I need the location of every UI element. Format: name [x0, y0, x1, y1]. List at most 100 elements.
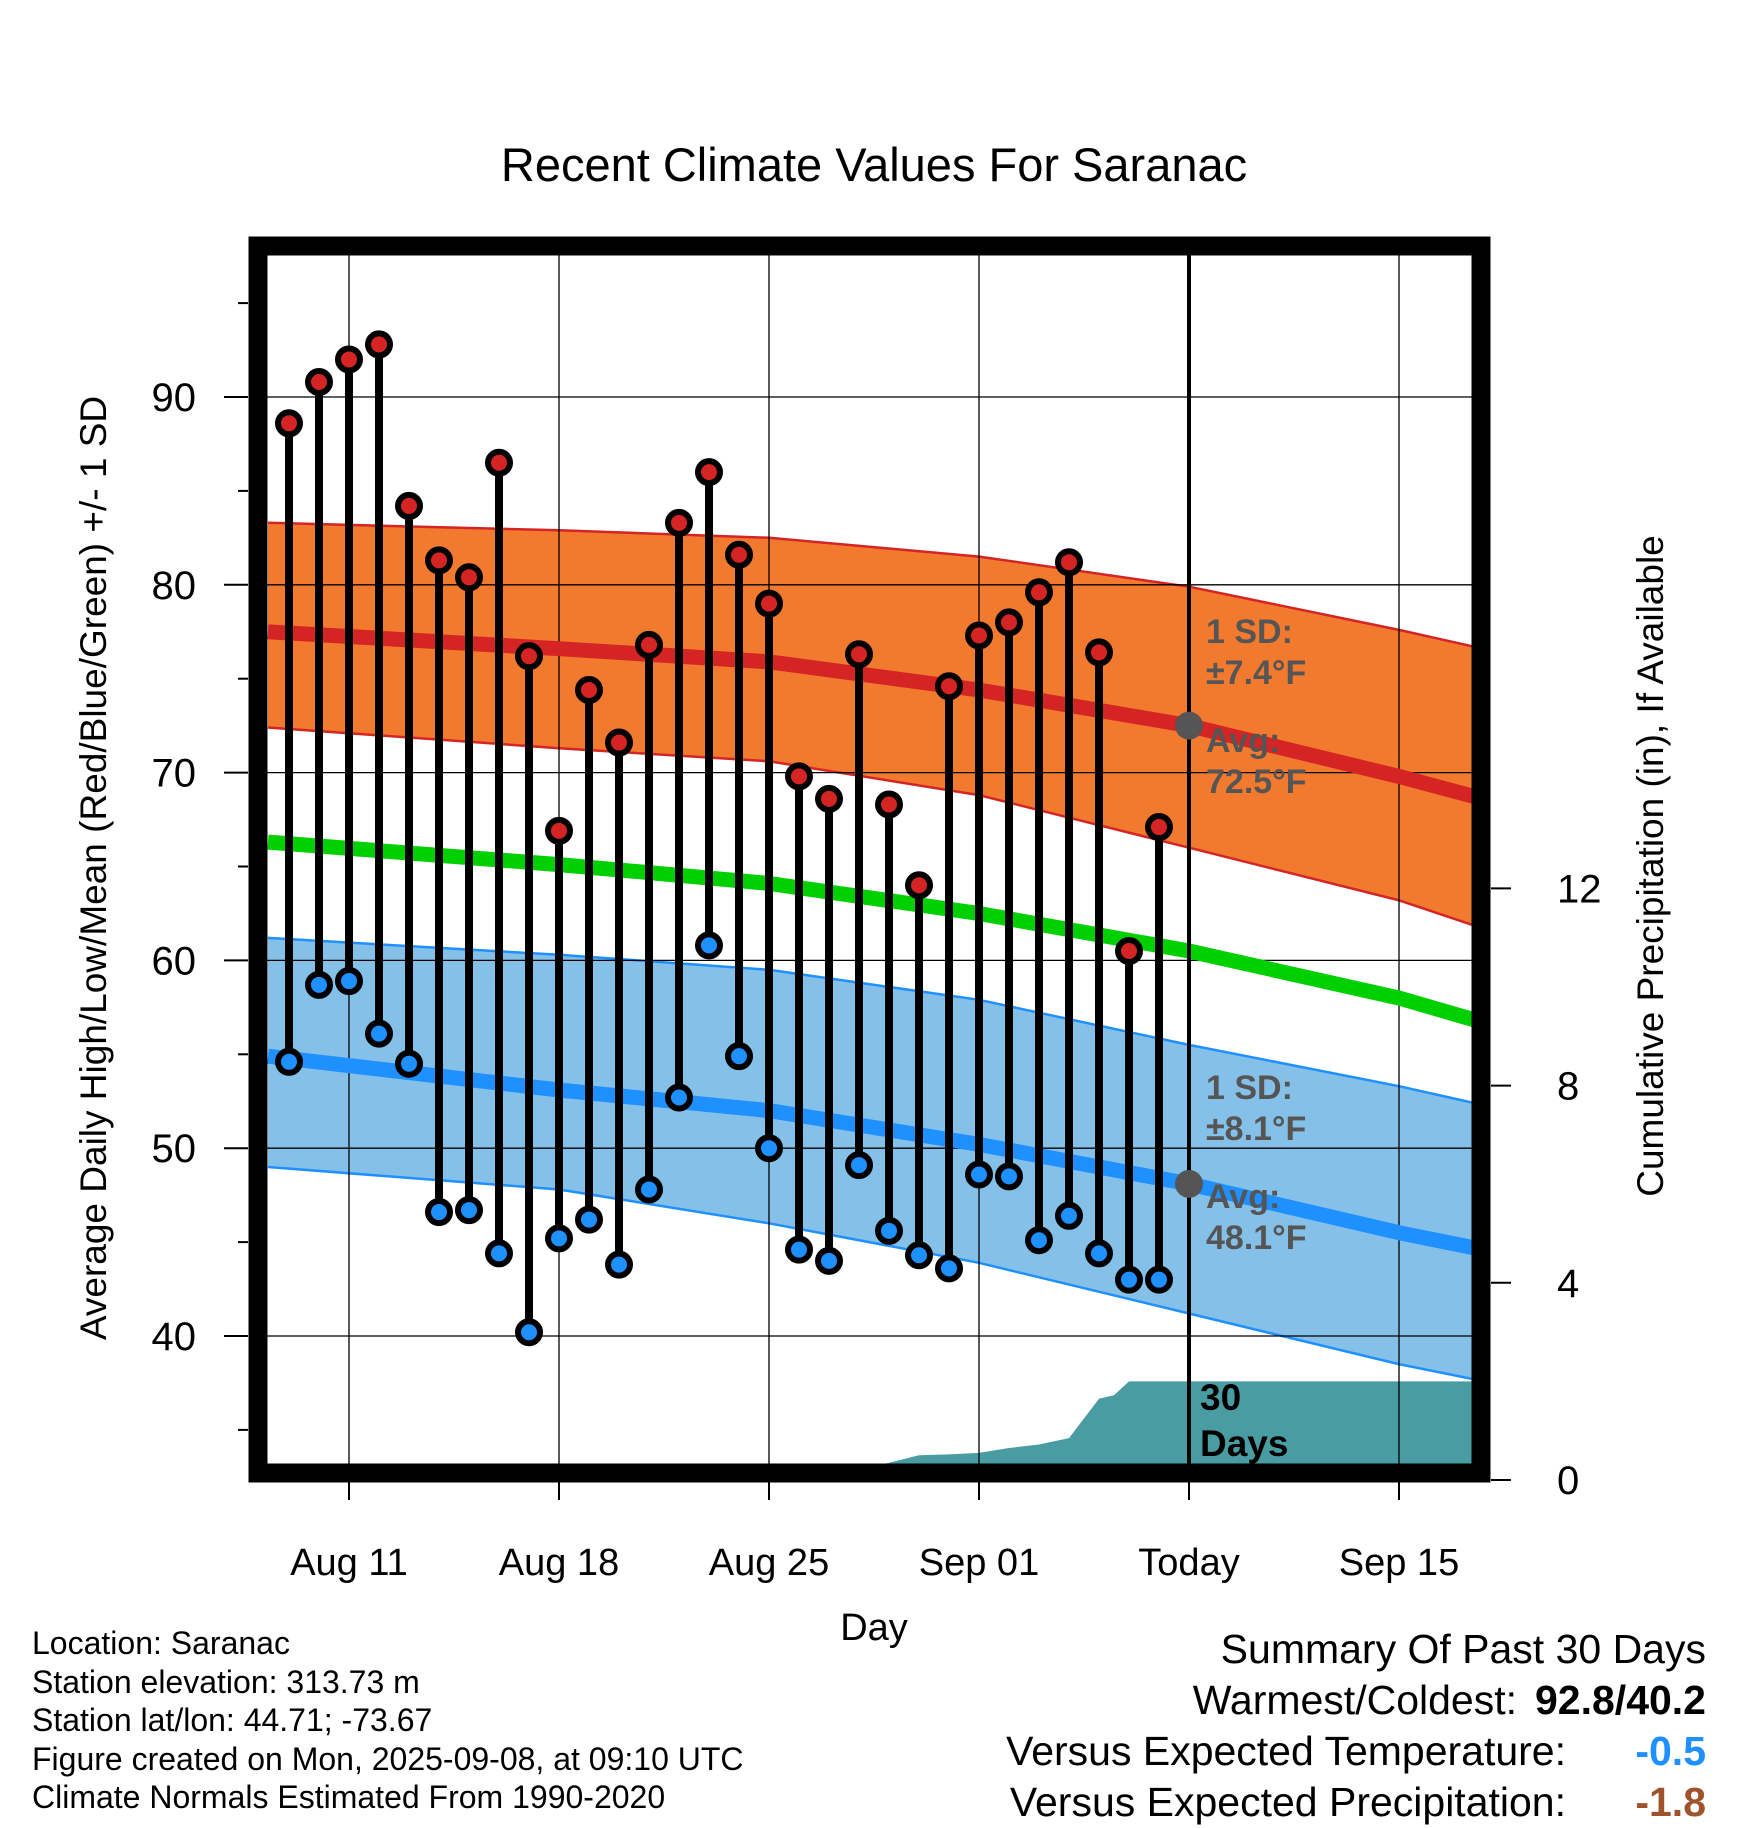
observed-low-point [1115, 1265, 1143, 1294]
observed-low-point [425, 1198, 453, 1227]
y-tick-label: 90 [152, 376, 197, 420]
observed-high-point [695, 458, 723, 487]
x-tick-label: Sep 15 [1339, 1542, 1459, 1584]
summary-title: Summary Of Past 30 Days [1220, 1626, 1706, 1672]
observed-low-point [1025, 1226, 1053, 1255]
observed-high-point [635, 630, 663, 659]
high-avg-label: Avg: [1206, 722, 1280, 760]
observed-low-point [515, 1318, 543, 1347]
observed-high-point [905, 871, 933, 900]
station-info: Location: Saranac Station elevation: 313… [32, 1624, 744, 1817]
precipitation-area [767, 1381, 1481, 1473]
temperature-anomaly-value: -0.5 [1635, 1728, 1706, 1774]
x-tick-label: Aug 25 [709, 1542, 829, 1584]
observed-high-point [785, 762, 813, 791]
observed-high-point [575, 675, 603, 704]
low-sd-label: 1 SD: [1206, 1069, 1293, 1107]
observed-high-point [935, 672, 963, 701]
plot-frame [248, 236, 1491, 1483]
observed-low-point [635, 1175, 663, 1204]
x-tick-label: Aug 18 [499, 1542, 619, 1584]
observed-high-point [815, 784, 843, 813]
observed-low-point [545, 1224, 573, 1253]
y2-tick-label: 8 [1557, 1065, 1579, 1109]
y-tick-label: 80 [152, 564, 197, 608]
y2-axis-label: Cumulative Precipitation (in), If Availa… [1630, 535, 1671, 1197]
x-tick-label: Aug 11 [290, 1542, 408, 1584]
observed-high-point [305, 367, 333, 396]
observed-low-point [1145, 1265, 1173, 1294]
observed-low-point [665, 1083, 693, 1112]
observed-low-point [845, 1151, 873, 1180]
observed-low-point [395, 1049, 423, 1078]
latlon-text: Station lat/lon: 44.71; -73.67 [32, 1702, 433, 1738]
x-tick-label: Sep 01 [919, 1542, 1039, 1584]
high-avg-value: 72.5°F [1206, 763, 1307, 801]
observed-high-point [395, 491, 423, 520]
observed-high-point [365, 330, 393, 359]
observed-high-point [275, 409, 303, 438]
observed-low-point [905, 1241, 933, 1270]
high-sd-label: 1 SD: [1206, 613, 1293, 651]
normals-text: Climate Normals Estimated From 1990-2020 [32, 1779, 666, 1815]
observed-low-point [485, 1239, 513, 1268]
period-word-label: Days [1200, 1423, 1288, 1464]
observed-high-point [335, 345, 363, 374]
observed-low-point [275, 1047, 303, 1076]
y2-tick-label: 12 [1557, 867, 1602, 911]
observed-low-point [995, 1162, 1023, 1191]
low-sd-band [268, 937, 1481, 1381]
low-avg-label: Avg: [1206, 1178, 1280, 1216]
location-text: Location: Saranac [32, 1625, 290, 1661]
observed-low-point [1085, 1239, 1113, 1268]
y-tick-label: 70 [152, 752, 197, 796]
observed-high-point [605, 728, 633, 757]
observed-high-point [485, 448, 513, 477]
warmest-coldest-row: Warmest/Coldest: 92.8/40.2 [1006, 1675, 1706, 1726]
observed-high-point [995, 608, 1023, 637]
high-sd-band [268, 522, 1481, 928]
created-text: Figure created on Mon, 2025-09-08, at 09… [32, 1740, 744, 1777]
observed-low-point [755, 1134, 783, 1163]
observed-low-point [725, 1042, 753, 1071]
temperature-anomaly-label: Versus Expected Temperature: [1006, 1728, 1566, 1774]
temperature-anomaly-row: Versus Expected Temperature: -0.5 [1006, 1726, 1706, 1777]
observed-high-point [755, 589, 783, 618]
warmest-coldest-label: Warmest/Coldest: [1192, 1677, 1517, 1723]
y-tick-label: 50 [152, 1127, 197, 1171]
observed-low-point [935, 1254, 963, 1283]
observed-high-point [1085, 638, 1113, 667]
y-tick-label: 60 [152, 939, 197, 983]
observed-high-point [845, 640, 873, 669]
high-avg-marker [1175, 711, 1203, 740]
observed-high-point [515, 642, 543, 671]
y-axis-label: Average Daily High/Low/Mean (Red/Blue/Gr… [73, 396, 114, 1340]
observed-low-point [335, 967, 363, 996]
low-avg-marker [1175, 1169, 1203, 1198]
warmest-coldest-value: 92.8/40.2 [1535, 1677, 1706, 1723]
observed-high-point [965, 621, 993, 650]
x-tick-label: Today [1138, 1542, 1239, 1584]
high-sd-value: ±7.4°F [1206, 654, 1306, 692]
summary-panel: Summary Of Past 30 Days Warmest/Coldest:… [1006, 1624, 1706, 1828]
low-sd-value: ±8.1°F [1206, 1110, 1306, 1148]
observed-high-point [665, 508, 693, 537]
observed-low-point [365, 1019, 393, 1048]
precipitation-anomaly-row: Versus Expected Precipitation: -1.8 [1006, 1777, 1706, 1828]
observed-high-point [1145, 813, 1173, 842]
observed-low-point [785, 1235, 813, 1264]
observed-high-point [1055, 548, 1083, 577]
observed-high-point [455, 563, 483, 592]
observed-high-point [1025, 578, 1053, 607]
observed-low-point [965, 1160, 993, 1189]
observed-low-point [305, 970, 333, 999]
chart-title: Recent Climate Values For Saranac [501, 138, 1247, 191]
low-avg-value: 48.1°F [1206, 1219, 1307, 1257]
observed-low-point [695, 931, 723, 960]
observed-high-point [725, 540, 753, 569]
y2-tick-label: 0 [1557, 1459, 1579, 1503]
observed-low-point [455, 1196, 483, 1225]
observed-high-point [425, 546, 453, 575]
